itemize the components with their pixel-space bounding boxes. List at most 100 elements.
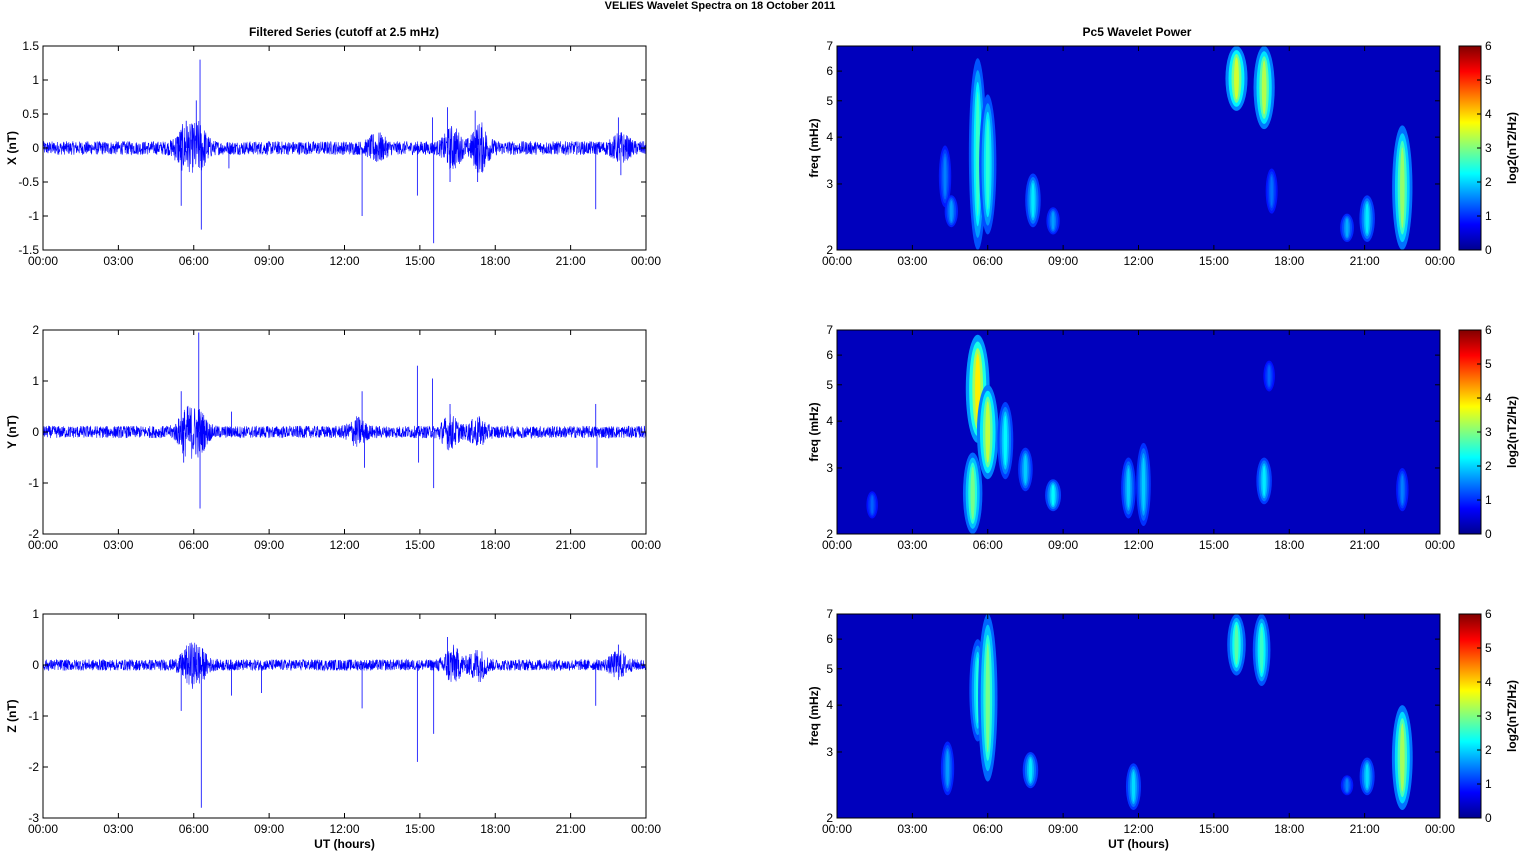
power-blob bbox=[1267, 366, 1271, 387]
y-tick-label: 5 bbox=[826, 94, 833, 108]
timeseries-panel-3: -3 -2 -1 0 1 Z (nT) 00:00 03:00 06:00 09:00 12:00 1… bbox=[5, 607, 661, 851]
colorbar-tick-label: 3 bbox=[1485, 709, 1492, 723]
colorbar-tick-label: 6 bbox=[1485, 39, 1492, 53]
x-tick-label: 12:00 bbox=[329, 254, 359, 268]
x-tick-label: 18:00 bbox=[1274, 822, 1304, 836]
x-axis-label: UT (hours) bbox=[314, 837, 375, 851]
axes-frame bbox=[42, 329, 647, 535]
x-tick-label: 09:00 bbox=[254, 822, 284, 836]
axes-frame bbox=[836, 45, 1441, 251]
x-tick-label: 06:00 bbox=[973, 538, 1003, 552]
power-blob bbox=[1131, 771, 1136, 802]
power-blob bbox=[985, 118, 990, 210]
y-tick-label: 1.5 bbox=[22, 39, 39, 53]
x-tick-label: 12:00 bbox=[329, 822, 359, 836]
power-blob bbox=[985, 643, 990, 753]
x-tick-label: 00:00 bbox=[1425, 822, 1455, 836]
x-tick-label: 15:00 bbox=[405, 822, 435, 836]
y-tick-label: 4 bbox=[826, 414, 833, 428]
x-axis-label: UT (hours) bbox=[1108, 837, 1169, 851]
power-blob bbox=[970, 466, 975, 520]
right-column-title: Pc5 Wavelet Power bbox=[1083, 25, 1192, 39]
y-axis-label: freq (mHz) bbox=[807, 118, 821, 177]
power-blob bbox=[1141, 457, 1146, 512]
power-blob bbox=[1126, 468, 1131, 508]
y-tick-label: -1 bbox=[28, 476, 39, 490]
colorbar-tick-label: 0 bbox=[1485, 243, 1492, 257]
x-tick-label: 18:00 bbox=[1274, 254, 1304, 268]
x-tick-label: 03:00 bbox=[103, 538, 133, 552]
x-tick-label: 18:00 bbox=[480, 822, 510, 836]
x-tick-label: 00:00 bbox=[822, 538, 852, 552]
colorbar-tick-label: 1 bbox=[1485, 493, 1492, 507]
x-tick-label: 15:00 bbox=[1199, 822, 1229, 836]
y-tick-label: 7 bbox=[826, 323, 833, 337]
x-tick-label: 09:00 bbox=[1048, 822, 1078, 836]
colorbar: 0 1 2 3 4 5 6 log2(nT2/Hz) bbox=[1458, 39, 1519, 257]
y-tick-label: -1 bbox=[28, 709, 39, 723]
y-axis-label: X (nT) bbox=[5, 131, 19, 165]
y-axis-label: Z (nT) bbox=[5, 699, 19, 732]
colorbar: 0 1 2 3 4 5 6 log2(nT2/Hz) bbox=[1458, 607, 1519, 825]
x-tick-label: 21:00 bbox=[556, 538, 586, 552]
y-tick-label: 2 bbox=[826, 811, 833, 825]
power-blob bbox=[1028, 758, 1033, 782]
power-blob bbox=[1051, 212, 1055, 230]
colorbar-tick-label: 6 bbox=[1485, 607, 1492, 621]
x-tick-label: 15:00 bbox=[405, 254, 435, 268]
y-tick-label: 3 bbox=[826, 461, 833, 475]
x-tick-label: 09:00 bbox=[1048, 538, 1078, 552]
x-tick-label: 06:00 bbox=[973, 254, 1003, 268]
x-tick-label: 09:00 bbox=[254, 254, 284, 268]
colorbar-tick-label: 5 bbox=[1485, 357, 1492, 371]
y-tick-label: -1 bbox=[28, 209, 39, 223]
colorbar-tick-label: 4 bbox=[1485, 391, 1492, 405]
x-tick-label: 00:00 bbox=[1425, 254, 1455, 268]
colorbar-tick-label: 0 bbox=[1485, 811, 1492, 825]
x-tick-label: 03:00 bbox=[103, 254, 133, 268]
x-tick-label: 12:00 bbox=[329, 538, 359, 552]
x-tick-label: 00:00 bbox=[822, 254, 852, 268]
series-line bbox=[42, 120, 647, 173]
timeseries-panel-1: -1.5 -1 -0.5 0 0.5 1 1.5 X (nT) 00:00 03:00 06:00 0… bbox=[5, 39, 661, 268]
colorbar-tick-label: 3 bbox=[1485, 425, 1492, 439]
wavelet-panel-2: 2 3 4 5 6 7 freq (mHz) 0 1 2 3 4 5 6 log2(nT2/Hz) 00:00… bbox=[807, 323, 1519, 552]
y-tick-label: 3 bbox=[826, 745, 833, 759]
power-blob bbox=[1400, 147, 1405, 229]
y-tick-label: 1 bbox=[32, 607, 39, 621]
power-blob bbox=[1262, 465, 1266, 497]
power-blob bbox=[870, 496, 874, 514]
y-tick-label: 0.5 bbox=[22, 107, 39, 121]
plot-area bbox=[43, 614, 646, 818]
power-blob bbox=[975, 91, 980, 217]
axes-frame bbox=[836, 329, 1441, 535]
y-tick-label: 2 bbox=[826, 527, 833, 541]
x-tick-label: 12:00 bbox=[1123, 254, 1153, 268]
y-tick-label: 4 bbox=[826, 130, 833, 144]
y-tick-label: 6 bbox=[826, 632, 833, 646]
y-axis-label: freq (mHz) bbox=[807, 686, 821, 745]
y-tick-label: 1 bbox=[32, 374, 39, 388]
colorbar-tick-label: 6 bbox=[1485, 323, 1492, 337]
x-tick-label: 03:00 bbox=[897, 822, 927, 836]
plot-area bbox=[837, 46, 1440, 250]
colorbar-label: log2(nT2/Hz) bbox=[1505, 396, 1519, 468]
colorbar: 0 1 2 3 4 5 6 log2(nT2/Hz) bbox=[1458, 323, 1519, 541]
colorbar-tick-label: 2 bbox=[1485, 459, 1492, 473]
y-axis-label: freq (mHz) bbox=[807, 402, 821, 461]
x-tick-label: 06:00 bbox=[973, 822, 1003, 836]
timeseries-panel-2: -2 -1 0 1 2 Y (nT) 00:00 03:00 06:00 09:00 12:00 15… bbox=[5, 323, 661, 552]
colorbar-tick-label: 0 bbox=[1485, 527, 1492, 541]
y-tick-label: 5 bbox=[826, 378, 833, 392]
y-tick-label: 0 bbox=[32, 141, 39, 155]
y-tick-label: 6 bbox=[826, 348, 833, 362]
wavelet-panel-3: 2 3 4 5 6 7 freq (mHz) 0 1 2 3 4 5 6 log2(nT2/Hz) 00:00… bbox=[807, 607, 1519, 851]
axes-frame bbox=[836, 613, 1441, 819]
x-tick-label: 06:00 bbox=[179, 822, 209, 836]
axes-frame bbox=[42, 45, 647, 251]
power-blob bbox=[1365, 203, 1369, 234]
x-tick-label: 12:00 bbox=[1123, 538, 1153, 552]
left-column-title: Filtered Series (cutoff at 2.5 mHz) bbox=[249, 25, 439, 39]
colorbar-tick-label: 2 bbox=[1485, 175, 1492, 189]
power-blob bbox=[1234, 57, 1239, 100]
